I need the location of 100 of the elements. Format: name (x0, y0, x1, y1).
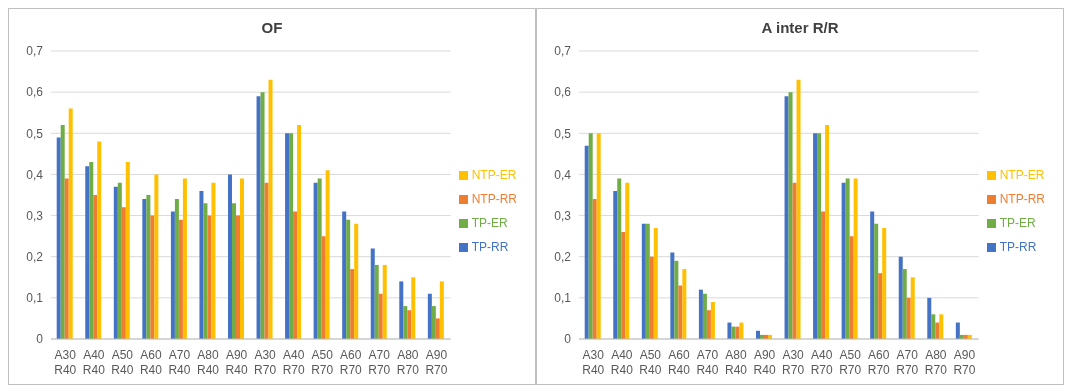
bar (93, 195, 98, 339)
bar (849, 236, 854, 339)
bar (927, 297, 932, 339)
bar (60, 125, 65, 339)
bar (199, 190, 204, 339)
bar (207, 215, 212, 339)
bar (150, 215, 155, 339)
bar (256, 96, 261, 339)
legend-label: TP-ER (999, 216, 1036, 230)
legend-label: TP-RR (999, 240, 1037, 254)
x-tick-label: A40 R70 (282, 348, 305, 377)
bar (670, 252, 675, 339)
bar (841, 182, 846, 339)
bar (653, 227, 658, 339)
bar (898, 256, 903, 339)
bar (435, 318, 440, 339)
bar (710, 301, 715, 339)
bar (293, 211, 298, 339)
bar (121, 207, 126, 339)
bar (64, 178, 69, 339)
bar (698, 289, 703, 339)
bar (228, 174, 232, 339)
bar (113, 186, 118, 339)
y-tick-label: 0,6 (26, 85, 44, 100)
x-tick-label: A70 R70 (896, 348, 919, 377)
x-tick-label: A40 R70 (810, 348, 833, 377)
bar (674, 260, 679, 339)
x-tick-label: A30 R70 (254, 348, 277, 377)
bar (931, 314, 936, 339)
bar (321, 236, 326, 339)
x-tick-label: A90 R40 (753, 348, 776, 377)
bar (955, 322, 960, 339)
bar (125, 162, 130, 339)
y-tick-label: 0,3 (26, 208, 44, 223)
legend-label: TP-ER (471, 216, 508, 230)
bar (89, 162, 94, 339)
y-tick-label: 0,6 (554, 85, 572, 100)
x-tick-label: A50 R40 (639, 348, 662, 377)
legend-label: NTP-RR (999, 192, 1045, 206)
x-tick-label: A60 R70 (339, 348, 363, 377)
bar (211, 182, 216, 339)
x-tick-label: A40 R40 (610, 348, 634, 377)
bar (813, 133, 818, 339)
bar (260, 92, 265, 339)
bar (625, 182, 630, 339)
y-tick-label: 0 (36, 332, 44, 347)
y-tick-label: 0,7 (554, 44, 572, 59)
bar (297, 125, 302, 339)
x-tick-label: A30 R70 (782, 348, 805, 377)
bar (117, 182, 122, 339)
bar (178, 219, 183, 339)
x-tick-label: A60 R40 (139, 348, 163, 377)
bar (85, 166, 90, 339)
bar (236, 215, 240, 339)
x-tick-label: A30 R40 (582, 348, 605, 377)
bar (382, 264, 387, 339)
bar (285, 133, 290, 339)
chart-title: OF (260, 19, 284, 38)
bar (146, 195, 151, 339)
x-tick-label: A70 R70 (368, 348, 391, 377)
y-tick-label: 0,7 (26, 44, 44, 59)
bar (939, 314, 944, 339)
y-tick-label: 0,1 (26, 291, 44, 306)
x-tick-label: A80 R70 (924, 348, 948, 377)
bar (788, 92, 793, 339)
bar (935, 322, 940, 339)
bar (621, 232, 626, 339)
bar (796, 79, 801, 339)
legend-label: NTP-ER (471, 168, 517, 182)
bar (154, 174, 159, 339)
bar (268, 79, 273, 339)
x-tick-label: A50 R70 (311, 348, 334, 377)
x-tick-label: A50 R40 (111, 348, 134, 377)
bar (735, 326, 740, 339)
bar (902, 269, 907, 339)
bar (313, 182, 318, 339)
bar (706, 310, 711, 339)
y-tick-label: 0,3 (554, 208, 572, 223)
bar (878, 273, 883, 339)
x-tick-label: A80 R40 (725, 348, 748, 377)
bar (821, 211, 826, 339)
x-tick-label: A90 R70 (953, 348, 976, 377)
bar (232, 203, 236, 339)
x-tick-label: A60 R40 (667, 348, 691, 377)
bar (845, 178, 850, 339)
bar (182, 178, 187, 339)
bar (439, 281, 444, 339)
x-tick-label: A30 R40 (54, 348, 77, 377)
bar (592, 199, 597, 339)
bar (342, 211, 347, 339)
bar (203, 203, 208, 339)
bar (411, 277, 416, 339)
x-tick-label: A80 R70 (396, 348, 420, 377)
bar (702, 293, 707, 339)
bar (645, 223, 650, 339)
bar (399, 281, 404, 339)
bar (346, 219, 351, 339)
bar (289, 133, 294, 339)
bar (370, 248, 375, 339)
y-tick-label: 0,5 (26, 126, 44, 141)
